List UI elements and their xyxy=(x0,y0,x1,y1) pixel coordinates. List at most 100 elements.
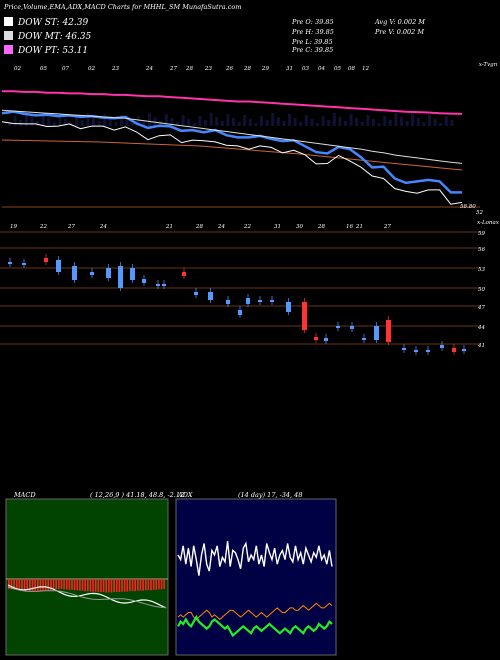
volume-bar xyxy=(176,122,179,126)
avg-volume: Avg V: 0.002 M xyxy=(375,18,425,26)
price-tick-label: 59 xyxy=(478,231,485,237)
candle-body xyxy=(72,266,77,280)
macd-histogram-bar xyxy=(134,579,136,592)
volume-bar xyxy=(400,117,403,126)
ema-axis-label: 52 xyxy=(476,210,483,216)
macd-histogram-bar xyxy=(63,579,65,590)
macd-histogram-bar xyxy=(123,579,126,592)
candle-date-label: 28 xyxy=(195,224,203,230)
macd-histogram-bar xyxy=(137,579,139,591)
volume-date-label: 05 xyxy=(334,66,341,72)
volume-bar xyxy=(47,118,51,126)
volume-bar xyxy=(92,117,95,126)
macd-histogram-bar xyxy=(115,579,118,593)
macd-histogram-bar xyxy=(10,579,13,590)
volume-bar xyxy=(433,119,437,126)
candle-body xyxy=(90,272,94,275)
macd-histogram-bar xyxy=(129,579,131,592)
volume-bar xyxy=(192,123,196,126)
candle-body xyxy=(156,284,160,286)
volume-bar xyxy=(422,122,426,126)
volume-bar xyxy=(282,121,286,126)
macd-histogram-bar xyxy=(100,579,102,593)
macd-histogram-bar xyxy=(155,579,158,590)
price-tick-label: 50 xyxy=(478,287,485,293)
macd-histogram-bar xyxy=(110,579,113,593)
volume-date-label: 23 xyxy=(111,66,119,72)
volume-date-label: 03 xyxy=(302,66,309,72)
macd-histogram-bar xyxy=(97,579,100,593)
candle-date-label: 31 xyxy=(274,224,281,230)
volume-bar xyxy=(355,118,359,126)
volume-bar xyxy=(271,113,275,126)
macd-histogram-bar xyxy=(152,579,155,590)
volume-bar xyxy=(36,121,39,126)
volume-bar xyxy=(405,121,409,126)
candle-body xyxy=(194,292,198,295)
volume-bar xyxy=(164,114,168,126)
macd-histogram-bar xyxy=(160,579,163,590)
volume-bar xyxy=(226,114,230,126)
volume-bar xyxy=(142,120,146,126)
prev-open: Pre O: 39.85 xyxy=(292,18,334,26)
prev-volume: Pre V: 0.002 M xyxy=(375,28,425,36)
candle-date-label: 27 xyxy=(67,224,75,230)
legend-item: DOW PT: 53.11 xyxy=(4,45,88,56)
macd-histogram-bar xyxy=(158,579,160,590)
volume-date-label: 26 xyxy=(225,66,233,72)
ema-series-line xyxy=(1,110,462,194)
candle-date-label: 19 xyxy=(10,224,17,230)
macd-histogram-bar xyxy=(94,579,97,592)
volume-date-label: 07 xyxy=(62,66,69,72)
candle-date-label: 24 xyxy=(99,224,107,230)
volume-date-label: 12 xyxy=(362,66,369,72)
candle-body xyxy=(8,262,12,264)
price-line xyxy=(1,121,463,205)
volume-bar xyxy=(332,113,336,126)
macd-histogram-bar xyxy=(79,579,81,591)
candle-date-label: 28 xyxy=(317,224,325,230)
volume-axis-label: x-Tvgn xyxy=(479,62,498,68)
volume-bar xyxy=(13,116,17,126)
volume-bar xyxy=(372,119,375,126)
volume-bar xyxy=(198,116,202,126)
candle-body xyxy=(238,310,242,315)
volume-bar xyxy=(243,115,247,126)
volume-date-label: 29 xyxy=(261,66,269,72)
candle-date-label: 22 xyxy=(243,224,251,230)
macd-histogram-bar xyxy=(44,579,47,591)
macd-histogram-bar xyxy=(26,579,29,591)
ema-long-line xyxy=(1,139,463,171)
candle-body xyxy=(414,350,418,352)
candle-body xyxy=(362,338,366,340)
legend-swatch xyxy=(4,17,13,26)
price-tick-label: 53 xyxy=(478,267,485,273)
candle-body xyxy=(258,300,262,302)
volume-bar xyxy=(86,113,90,126)
volume-bar xyxy=(293,118,297,126)
candle-body xyxy=(182,272,186,276)
price-tick-label: 47 xyxy=(477,305,485,311)
volume-bar xyxy=(52,122,56,126)
candle-body xyxy=(350,326,354,329)
legend-swatch xyxy=(4,31,13,40)
candle-date-label: 24 xyxy=(217,224,225,230)
macd-histogram-bar xyxy=(84,579,86,592)
macd-label: MACD xyxy=(14,491,36,499)
volume-bar xyxy=(344,121,347,126)
macd-histogram-bar xyxy=(34,579,36,592)
candle-body xyxy=(270,300,274,302)
macd-line xyxy=(7,584,167,609)
macd-histogram-bar xyxy=(131,579,134,592)
volume-bar xyxy=(215,117,219,126)
legend-swatch xyxy=(4,45,13,54)
candle-body xyxy=(162,284,166,286)
candle-body xyxy=(118,266,123,288)
volume-bar xyxy=(114,122,118,126)
adx-series-line xyxy=(177,541,333,576)
prev-close: Pre C: 39.85 xyxy=(292,46,334,54)
prev-high: Pre H: 39.85 xyxy=(292,28,334,36)
volume-bar xyxy=(276,117,280,126)
volume-bar xyxy=(58,115,62,126)
macd-histogram-bar xyxy=(147,579,150,591)
